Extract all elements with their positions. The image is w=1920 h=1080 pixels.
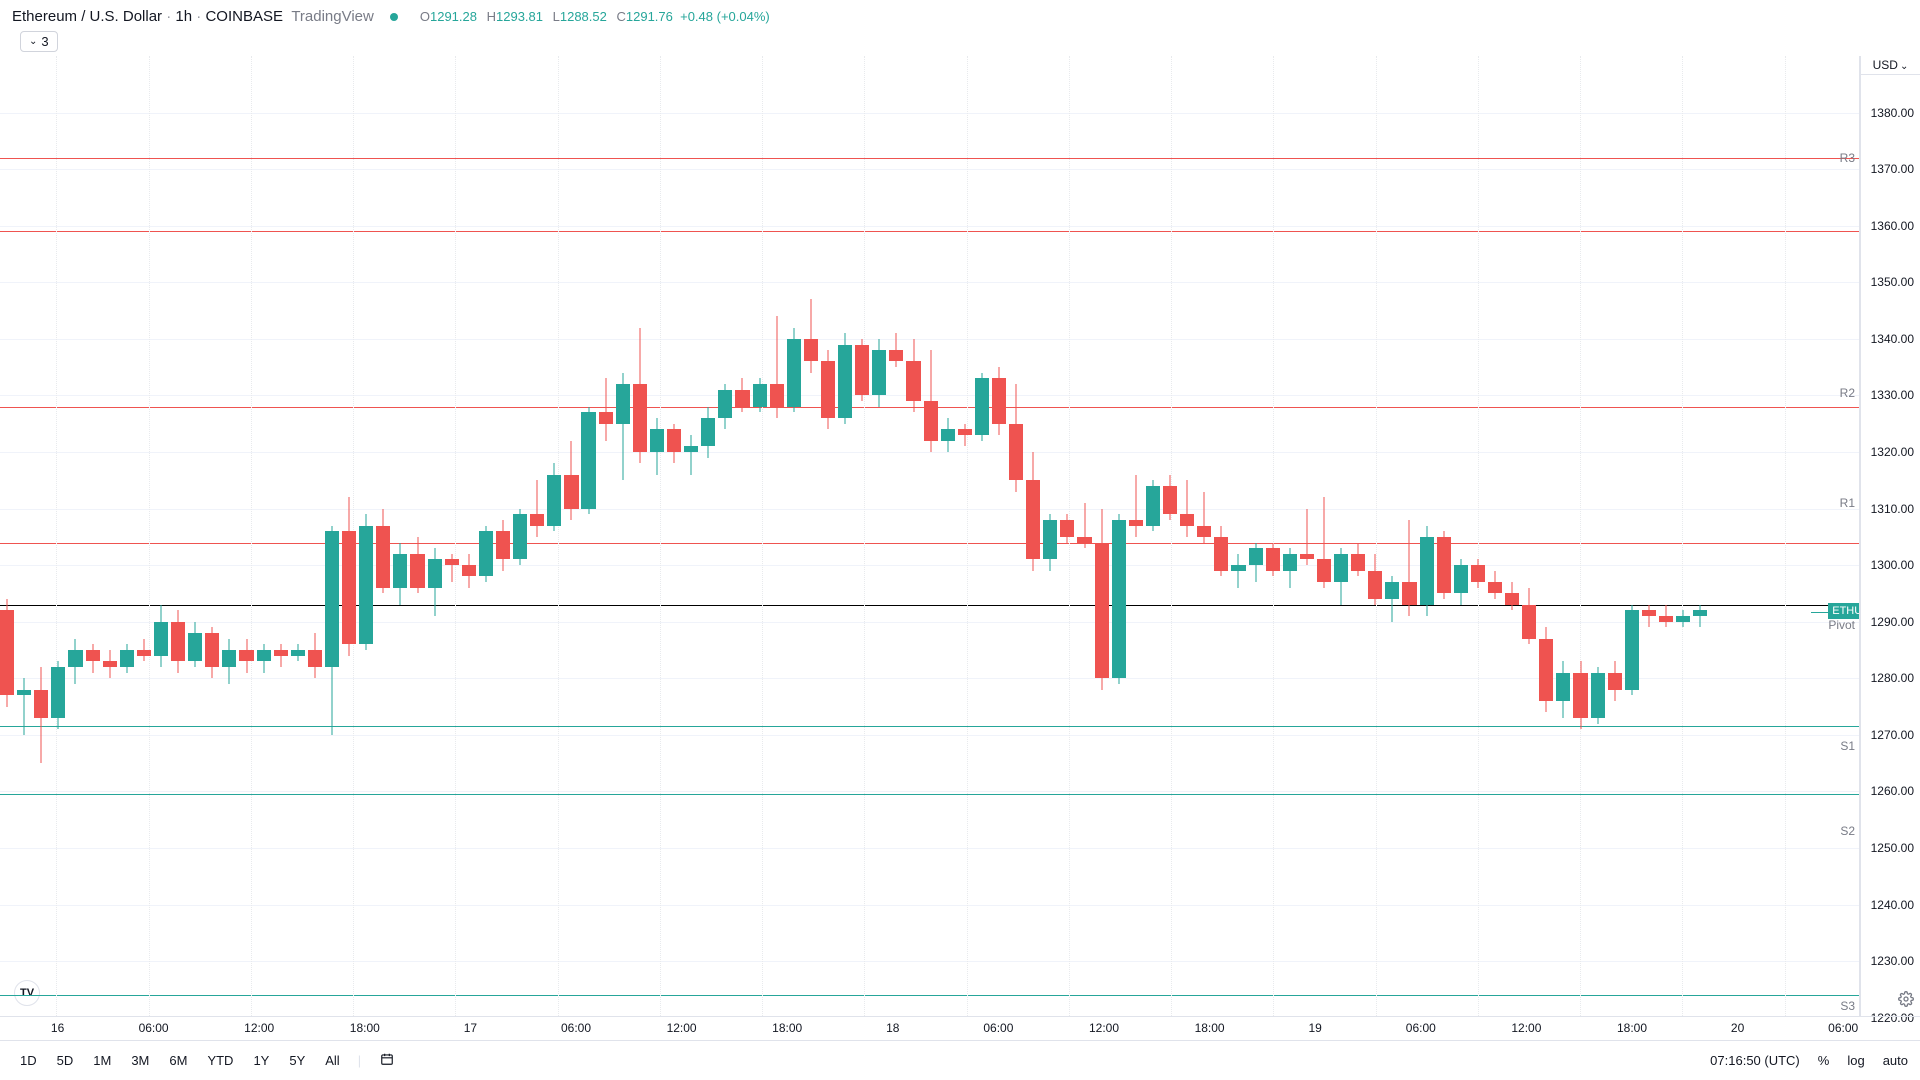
grid-line-v [1682, 56, 1683, 1016]
x-axis-label: 18:00 [1195, 1021, 1225, 1035]
chart-footer: 1D5D1M3M6MYTD1Y5YAll | 07:16:50 (UTC) % l… [0, 1040, 1920, 1080]
range-buttons: 1D5D1M3M6MYTD1Y5YAll | [12, 1048, 403, 1073]
grid-line-v [1171, 56, 1172, 1016]
y-axis-label: 1370.00 [1871, 162, 1914, 176]
y-axis-label: 1330.00 [1871, 388, 1914, 402]
clock-display: 07:16:50 (UTC) [1710, 1053, 1800, 1068]
x-axis-label: 18:00 [772, 1021, 802, 1035]
symbol-title[interactable]: Ethereum / U.S. Dollar · 1h · COINBASE T… [12, 8, 374, 25]
y-axis-label: 1340.00 [1871, 332, 1914, 346]
x-axis-label: 12:00 [244, 1021, 274, 1035]
y-axis-label: 1240.00 [1871, 898, 1914, 912]
chevron-down-icon: ⌄ [29, 36, 37, 47]
auto-toggle[interactable]: auto [1883, 1053, 1908, 1068]
x-axis-label: 20 [1731, 1021, 1744, 1035]
grid-line-v [864, 56, 865, 1016]
y-axis-label: 1350.00 [1871, 275, 1914, 289]
price-axis[interactable]: USD⌄ 1380.00 1370.00 1360.00 1350.00 1340.00… [1860, 56, 1920, 1016]
x-axis-label: 16 [51, 1021, 64, 1035]
chevron-down-icon: ⌄ [1900, 61, 1908, 72]
grid-line-v [149, 56, 150, 1016]
grid-line-v [251, 56, 252, 1016]
grid-line-v [967, 56, 968, 1016]
time-axis[interactable]: 16 06:00 12:00 18:00 17 06:00 12:00 18:00 18 06:0… [0, 1016, 1920, 1040]
grid-line-v [558, 56, 559, 1016]
x-axis-label: 12:00 [1511, 1021, 1541, 1035]
y-axis-label: 1290.00 [1871, 615, 1914, 629]
pivot-label: S3 [1840, 999, 1855, 1013]
range-btn-5y[interactable]: 5Y [281, 1049, 313, 1072]
grid-line-v [1478, 56, 1479, 1016]
grid-line-v [762, 56, 763, 1016]
grid-line-v [1376, 56, 1377, 1016]
grid-line-v [56, 56, 57, 1016]
range-btn-1y[interactable]: 1Y [245, 1049, 277, 1072]
range-btn-all[interactable]: All [317, 1049, 347, 1072]
goto-date-icon[interactable] [371, 1048, 403, 1073]
pivot-label: S1 [1840, 739, 1855, 753]
x-axis-label: 19 [1309, 1021, 1322, 1035]
percent-toggle[interactable]: % [1818, 1053, 1830, 1068]
ohlc-values: O1291.28 H1293.81 L1288.52 C1291.76 +0.4… [414, 9, 770, 24]
y-axis-label: 1380.00 [1871, 106, 1914, 120]
pivot-label: R2 [1840, 386, 1855, 400]
pivot-label: Pivot [1828, 618, 1855, 632]
range-btn-5d[interactable]: 5D [49, 1049, 82, 1072]
x-axis-label: 18 [886, 1021, 899, 1035]
pivot-label: S2 [1840, 824, 1855, 838]
y-axis-label: 1250.00 [1871, 841, 1914, 855]
y-axis-label: 1270.00 [1871, 728, 1914, 742]
price-badges: ETHUSD43:09 [1828, 603, 1860, 619]
x-axis-label: 18:00 [350, 1021, 380, 1035]
y-axis-label: 1320.00 [1871, 445, 1914, 459]
symbol-price-badge: ETHUSD [1828, 603, 1860, 619]
chart-header: Ethereum / U.S. Dollar · 1h · COINBASE T… [0, 0, 1920, 33]
x-axis-label: 06:00 [139, 1021, 169, 1035]
range-btn-6m[interactable]: 6M [161, 1049, 195, 1072]
market-status-dot [390, 13, 398, 21]
separator: | [358, 1053, 361, 1068]
pivot-label: R1 [1840, 496, 1855, 510]
x-axis-label: 06:00 [1406, 1021, 1436, 1035]
y-axis-label: 1300.00 [1871, 558, 1914, 572]
y-axis-label: 1260.00 [1871, 784, 1914, 798]
pivot-label: R3 [1840, 151, 1855, 165]
x-axis-label: 06:00 [983, 1021, 1013, 1035]
tradingview-logo-icon[interactable]: TV [14, 980, 40, 1006]
x-axis-label: 17 [464, 1021, 477, 1035]
y-axis-label: 1230.00 [1871, 954, 1914, 968]
range-btn-1m[interactable]: 1M [85, 1049, 119, 1072]
y-axis-label: 1280.00 [1871, 671, 1914, 685]
x-axis-label: 12:00 [1089, 1021, 1119, 1035]
grid-line-v [1785, 56, 1786, 1016]
x-axis-label: 18:00 [1617, 1021, 1647, 1035]
grid-line-v [1580, 56, 1581, 1016]
grid-line-v [455, 56, 456, 1016]
y-axis-label: 1310.00 [1871, 502, 1914, 516]
axis-settings-icon[interactable] [1898, 991, 1914, 1010]
currency-selector[interactable]: USD⌄ [1861, 56, 1920, 75]
x-axis-label: 06:00 [561, 1021, 591, 1035]
chart-canvas[interactable]: TV R3 R2 R1 Pivot S1 S2 S3 ETHUSD43:09 [0, 56, 1860, 1016]
grid-line-v [1273, 56, 1274, 1016]
indicator-toggle[interactable]: ⌄ 3 [20, 31, 58, 52]
range-btn-3m[interactable]: 3M [123, 1049, 157, 1072]
range-btn-ytd[interactable]: YTD [199, 1049, 241, 1072]
log-toggle[interactable]: log [1847, 1053, 1864, 1068]
y-axis-label: 1360.00 [1871, 219, 1914, 233]
x-axis-label: 06:00 [1828, 1021, 1858, 1035]
range-btn-1d[interactable]: 1D [12, 1049, 45, 1072]
x-axis-label: 12:00 [667, 1021, 697, 1035]
grid-line-v [660, 56, 661, 1016]
